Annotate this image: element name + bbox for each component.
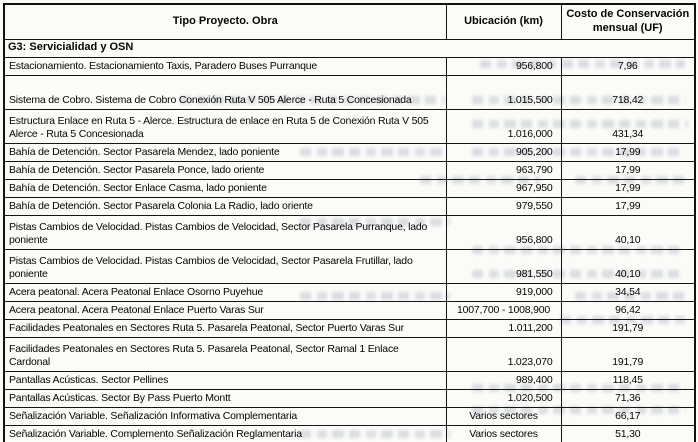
table-row: Estacionamiento. Estacionamiento Taxis, …: [3, 57, 696, 76]
column-header-costo: Costo de Conservación mensual (UF): [560, 3, 696, 40]
obra-cell: Sistema de Cobro. Sistema de Cobro Conex…: [3, 75, 447, 110]
ubicacion-cell: 1.020,500: [445, 389, 562, 408]
section-header-row: G3: Servicialidad y OSN: [3, 39, 696, 58]
costo-cell: 40,10: [560, 215, 696, 250]
obra-cell: Estacionamiento. Estacionamiento Taxis, …: [3, 57, 447, 76]
ubicacion-cell: 979,550: [445, 197, 562, 216]
obra-cell: Bahía de Detención. Sector Pasarela Colo…: [3, 197, 447, 216]
ubicacion-cell: 956,800: [445, 215, 562, 250]
costo-cell: 34,54: [560, 283, 696, 302]
ubicacion-cell: 1007,700 - 1008,900: [445, 301, 562, 320]
ubicacion-cell: 1.023,070: [445, 337, 562, 372]
table-row: Acera peatonal. Acera Peatonal Enlace Os…: [3, 283, 696, 302]
obra-cell: Señalización Variable. Complemento Señal…: [3, 425, 447, 442]
obra-cell: Facilidades Peatonales en Sectores Ruta …: [3, 337, 447, 372]
table-header-row: Tipo Proyecto. Obra Ubicación (km) Costo…: [3, 3, 696, 40]
ubicacion-cell: 1.016,000: [445, 109, 562, 144]
obra-cell: Bahía de Detención. Sector Enlace Casma,…: [3, 179, 447, 198]
table-row: Señalización Variable. Señalización Info…: [3, 407, 696, 426]
ubicacion-cell: Varios sectores: [445, 425, 562, 442]
ubicacion-cell: 981,550: [445, 249, 562, 284]
ubicacion-cell: 956,800: [445, 57, 562, 76]
table-row: Bahía de Detención. Sector Pasarela Ponc…: [3, 161, 696, 180]
costo-cell: 17,99: [560, 197, 696, 216]
costo-cell: 17,99: [560, 161, 696, 180]
table-row: Facilidades Peatonales en Sectores Ruta …: [3, 337, 696, 372]
costo-cell: 40,10: [560, 249, 696, 284]
obra-cell: Pantallas Acústicas. Sector Pellines: [3, 371, 447, 390]
table-row: Pistas Cambios de Velocidad. Pistas Camb…: [3, 249, 696, 284]
costo-cell: 7,96: [560, 57, 696, 76]
ubicacion-cell: 1.015,500: [445, 75, 562, 110]
costo-cell: 66,17: [560, 407, 696, 426]
table-row: Facilidades Peatonales en Sectores Ruta …: [3, 319, 696, 338]
ubicacion-cell: 989,400: [445, 371, 562, 390]
costo-cell: 191,79: [560, 337, 696, 372]
costo-cell: 17,99: [560, 179, 696, 198]
costo-cell: 718,42: [560, 75, 696, 110]
table-row: Estructura Enlace en Ruta 5 - Alerce. Es…: [3, 109, 696, 144]
table-row: Pistas Cambios de Velocidad. Pistas Camb…: [3, 215, 696, 250]
costo-cell: 96,42: [560, 301, 696, 320]
costo-cell: 118,45: [560, 371, 696, 390]
costo-cell: 431,34: [560, 109, 696, 144]
section-header-label: G3: Servicialidad y OSN: [3, 39, 696, 58]
costo-cell: 191,79: [560, 319, 696, 338]
table-row: Pantallas Acústicas. Sector By Pass Puer…: [3, 389, 696, 408]
column-header-ubicacion: Ubicación (km): [445, 3, 562, 40]
table-row: Señalización Variable. Complemento Señal…: [3, 425, 696, 442]
costo-cell: 71,36: [560, 389, 696, 408]
obra-cell: Facilidades Peatonales en Sectores Ruta …: [3, 319, 447, 338]
obra-cell: Bahía de Detención. Sector Pasarela Mend…: [3, 143, 447, 162]
costo-cell: 17,99: [560, 143, 696, 162]
obra-cell: Bahía de Detención. Sector Pasarela Ponc…: [3, 161, 447, 180]
ubicacion-cell: 919,000: [445, 283, 562, 302]
column-header-tipo-proyecto: Tipo Proyecto. Obra: [3, 3, 447, 40]
obra-cell: Pistas Cambios de Velocidad. Pistas Camb…: [3, 249, 447, 284]
table-row: Bahía de Detención. Sector Pasarela Colo…: [3, 197, 696, 216]
table-row: Bahía de Detención. Sector Enlace Casma,…: [3, 179, 696, 198]
table-row: Pantallas Acústicas. Sector Pellines 989…: [3, 371, 696, 390]
costo-cell: 51,30: [560, 425, 696, 442]
obra-cell: Pantallas Acústicas. Sector By Pass Puer…: [3, 389, 447, 408]
table-row: Sistema de Cobro. Sistema de Cobro Conex…: [3, 75, 696, 110]
obra-cell: Pistas Cambios de Velocidad. Pistas Camb…: [3, 215, 447, 250]
ubicacion-cell: Varios sectores: [445, 407, 562, 426]
table-row: Acera peatonal. Acera Peatonal Enlace Pu…: [3, 301, 696, 320]
ubicacion-cell: 967,950: [445, 179, 562, 198]
ubicacion-cell: 1.011,200: [445, 319, 562, 338]
obra-cell: Señalización Variable. Señalización Info…: [3, 407, 447, 426]
obra-cell: Acera peatonal. Acera Peatonal Enlace Pu…: [3, 301, 447, 320]
table-row: Bahía de Detención. Sector Pasarela Mend…: [3, 143, 696, 162]
ubicacion-cell: 905,200: [445, 143, 562, 162]
conservation-cost-table: Tipo Proyecto. Obra Ubicación (km) Costo…: [3, 3, 696, 442]
obra-cell: Acera peatonal. Acera Peatonal Enlace Os…: [3, 283, 447, 302]
obra-cell: Estructura Enlace en Ruta 5 - Alerce. Es…: [3, 109, 447, 144]
ubicacion-cell: 963,790: [445, 161, 562, 180]
